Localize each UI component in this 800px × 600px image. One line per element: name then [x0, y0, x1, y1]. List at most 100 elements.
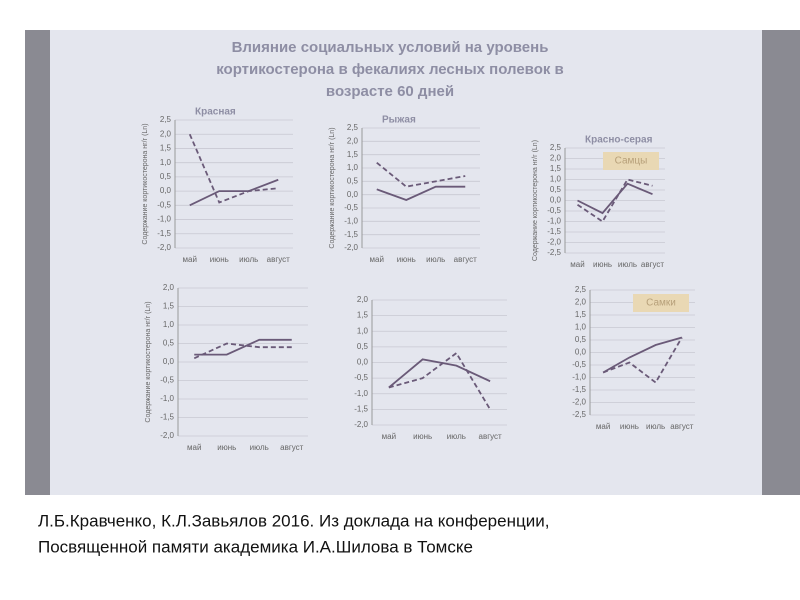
y-tick-label: -1,0: [572, 373, 586, 382]
y-tick-label: -2,0: [354, 420, 368, 429]
series-line: [576, 178, 653, 223]
y-tick-label: -0,5: [354, 373, 368, 382]
x-tick-label: июль: [618, 260, 637, 269]
y-tick-label: -0,5: [157, 200, 171, 209]
annotation: Самцы: [615, 156, 648, 167]
x-tick-label: июль: [426, 255, 445, 264]
y-tick-label: 2,0: [160, 129, 172, 138]
y-tick-label: 2,0: [550, 154, 562, 163]
y-tick-label: 2,0: [575, 298, 587, 307]
y-tick-label: 2,0: [163, 283, 175, 292]
slide-title: Влияние социальных условий на уровень: [232, 39, 549, 56]
y-tick-label: -0,5: [160, 376, 174, 385]
x-tick-label: июнь: [620, 422, 639, 431]
series-line: [188, 133, 279, 204]
series-line: [376, 161, 466, 188]
series-line: [194, 338, 292, 356]
y-tick-label: 1,0: [575, 323, 587, 332]
y-tick-label: -2,5: [572, 410, 586, 419]
y-axis-label: Содержание кортикостерона нг/г (Ln): [145, 301, 152, 422]
y-tick-label: 0,5: [163, 339, 175, 348]
y-tick-label: 1,5: [163, 302, 175, 311]
y-tick-label: -1,5: [354, 404, 368, 413]
y-tick-label: -1,5: [547, 227, 561, 236]
x-tick-label: июль: [250, 443, 269, 452]
y-tick-label: 0,0: [550, 196, 562, 205]
x-tick-label: август: [479, 432, 503, 441]
y-tick-label: 1,0: [160, 158, 172, 167]
y-tick-label: 1,0: [347, 163, 359, 172]
x-tick-label: май: [183, 255, 197, 264]
y-tick-label: 2,5: [160, 115, 172, 124]
x-tick-label: май: [570, 260, 584, 269]
chart-title: Рыжая: [382, 115, 416, 126]
y-tick-label: -1,5: [572, 385, 586, 394]
y-tick-label: 2,5: [347, 123, 359, 132]
x-tick-label: июль: [239, 255, 258, 264]
y-tick-label: 1,5: [347, 150, 359, 159]
y-tick-label: 0,0: [163, 357, 175, 366]
slide-title: кортикостерона в фекалиях лесных полевок…: [216, 61, 564, 78]
y-tick-label: 0,0: [160, 186, 172, 195]
x-tick-label: август: [280, 443, 304, 452]
x-tick-label: май: [382, 432, 396, 441]
y-tick-label: -1,0: [344, 216, 358, 225]
y-tick-label: 1,5: [575, 310, 587, 319]
x-tick-label: август: [454, 255, 478, 264]
y-tick-label: -0,5: [572, 360, 586, 369]
x-tick-label: май: [370, 255, 384, 264]
x-tick-label: июнь: [593, 260, 612, 269]
x-tick-label: май: [187, 443, 201, 452]
chart-title: Красная: [195, 107, 236, 118]
x-tick-label: май: [596, 422, 610, 431]
caption: Л.Б.Кравченко, К.Л.Завьялов 2016. Из док…: [38, 511, 549, 530]
x-tick-label: август: [670, 422, 694, 431]
y-tick-label: 0,5: [160, 172, 172, 181]
y-tick-label: 0,5: [550, 185, 562, 194]
y-tick-label: 1,0: [550, 175, 562, 184]
y-tick-label: -2,0: [157, 243, 171, 252]
series-line: [388, 351, 491, 410]
x-tick-label: июль: [646, 422, 665, 431]
x-tick-label: август: [641, 260, 665, 269]
y-tick-label: -2,5: [547, 248, 561, 257]
series-line: [193, 342, 292, 360]
y-tick-label: -1,5: [344, 230, 358, 239]
y-tick-label: -1,0: [547, 217, 561, 226]
y-tick-label: 0,0: [357, 358, 369, 367]
y-tick-label: -0,5: [344, 203, 358, 212]
slide: [50, 30, 762, 495]
annotation: Самки: [646, 298, 676, 309]
y-tick-label: -2,0: [344, 243, 358, 252]
y-tick-label: 0,0: [575, 348, 587, 357]
series-line: [602, 336, 683, 374]
x-tick-label: август: [267, 255, 291, 264]
y-tick-label: 1,5: [160, 144, 172, 153]
y-tick-label: 2,0: [357, 295, 369, 304]
y-tick-label: -2,0: [547, 238, 561, 247]
annotation-box: [633, 294, 689, 312]
y-tick-label: 0,0: [347, 190, 359, 199]
y-axis-label: Содержание кортикостерона нг/г (Ln): [532, 140, 539, 261]
slide-title: возрасте 60 дней: [326, 83, 454, 100]
y-tick-label: 2,5: [550, 143, 562, 152]
x-tick-label: июнь: [217, 443, 236, 452]
y-tick-label: 2,5: [575, 285, 587, 294]
y-tick-label: 1,5: [550, 164, 562, 173]
y-tick-label: 1,0: [357, 326, 369, 335]
series-line: [376, 185, 466, 201]
caption: Посвященной памяти академика И.А.Шилова …: [38, 537, 473, 556]
y-tick-label: -2,0: [572, 398, 586, 407]
series-line: [577, 182, 653, 215]
series-line: [189, 178, 279, 207]
y-tick-label: 1,5: [357, 311, 369, 320]
y-tick-label: 1,0: [163, 320, 175, 329]
y-tick-label: -1,5: [157, 229, 171, 238]
y-axis-label: Содержание кортикостерона нг/г (Ln): [142, 123, 149, 244]
y-tick-label: 2,0: [347, 136, 359, 145]
y-tick-label: 0,5: [357, 342, 369, 351]
y-tick-label: -1,0: [354, 389, 368, 398]
chart-title: Красно-серая: [585, 135, 653, 146]
series-line: [602, 337, 683, 384]
